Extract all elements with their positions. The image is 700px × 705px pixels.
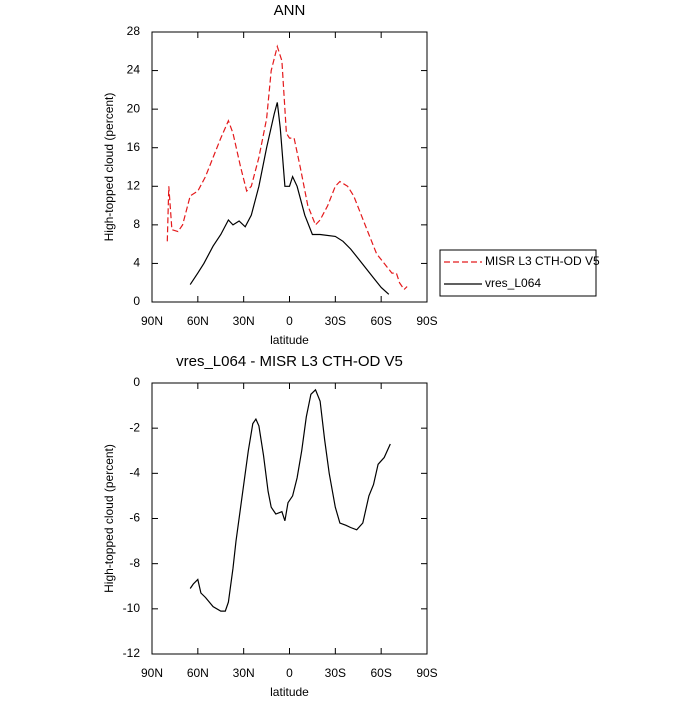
chart-title: vres_L064 - MISR L3 CTH-OD V5 <box>176 353 403 370</box>
x-axis-label: latitude <box>270 685 309 699</box>
y-tick-label: 12 <box>127 178 141 192</box>
series-line <box>189 388 391 612</box>
x-tick-label: 90N <box>141 314 163 328</box>
x-tick-label: 90S <box>416 666 437 680</box>
plot-frame <box>151 382 428 655</box>
y-tick-label: -6 <box>129 511 140 525</box>
y-tick-label: 0 <box>133 294 140 308</box>
y-axis-label: High-topped cloud (percent) <box>102 93 116 242</box>
x-tick-label: 90N <box>141 666 163 680</box>
x-tick-label: 30S <box>325 314 346 328</box>
x-tick-label: 30N <box>233 314 255 328</box>
y-tick-label: 0 <box>133 375 140 389</box>
y-tick-label: -12 <box>123 646 141 660</box>
y-tick-label: -4 <box>129 466 140 480</box>
series-line <box>189 102 390 295</box>
x-tick-label: 60S <box>370 314 391 328</box>
y-tick-label: -2 <box>129 420 140 434</box>
x-tick-label: 0 <box>286 666 293 680</box>
y-tick-label: -8 <box>129 556 140 570</box>
y-axis-label: High-topped cloud (percent) <box>102 444 116 593</box>
chart-title: ANN <box>274 2 306 19</box>
legend-label: MISR L3 CTH-OD V5 <box>485 254 600 268</box>
legend-box <box>439 249 597 297</box>
x-tick-label: 0 <box>286 314 293 328</box>
y-tick-label: 16 <box>127 140 141 154</box>
x-tick-label: 60N <box>187 314 209 328</box>
x-tick-label: 30S <box>325 666 346 680</box>
x-axis-label: latitude <box>270 333 309 347</box>
y-tick-label: 24 <box>127 63 141 77</box>
y-tick-label: 20 <box>127 101 141 115</box>
y-tick-label: 8 <box>133 217 140 231</box>
x-tick-label: 90S <box>416 314 437 328</box>
y-tick-label: 4 <box>133 256 140 270</box>
x-tick-label: 30N <box>233 666 255 680</box>
legend: MISR L3 CTH-OD V5 vres_L064 <box>439 249 600 297</box>
y-tick-label: -10 <box>123 601 141 615</box>
series-line <box>166 44 408 291</box>
plot-frame <box>151 31 428 303</box>
x-tick-label: 60N <box>187 666 209 680</box>
x-tick-label: 60S <box>370 666 391 680</box>
y-tick-label: 28 <box>127 24 141 38</box>
legend-label: vres_L064 <box>485 276 541 290</box>
